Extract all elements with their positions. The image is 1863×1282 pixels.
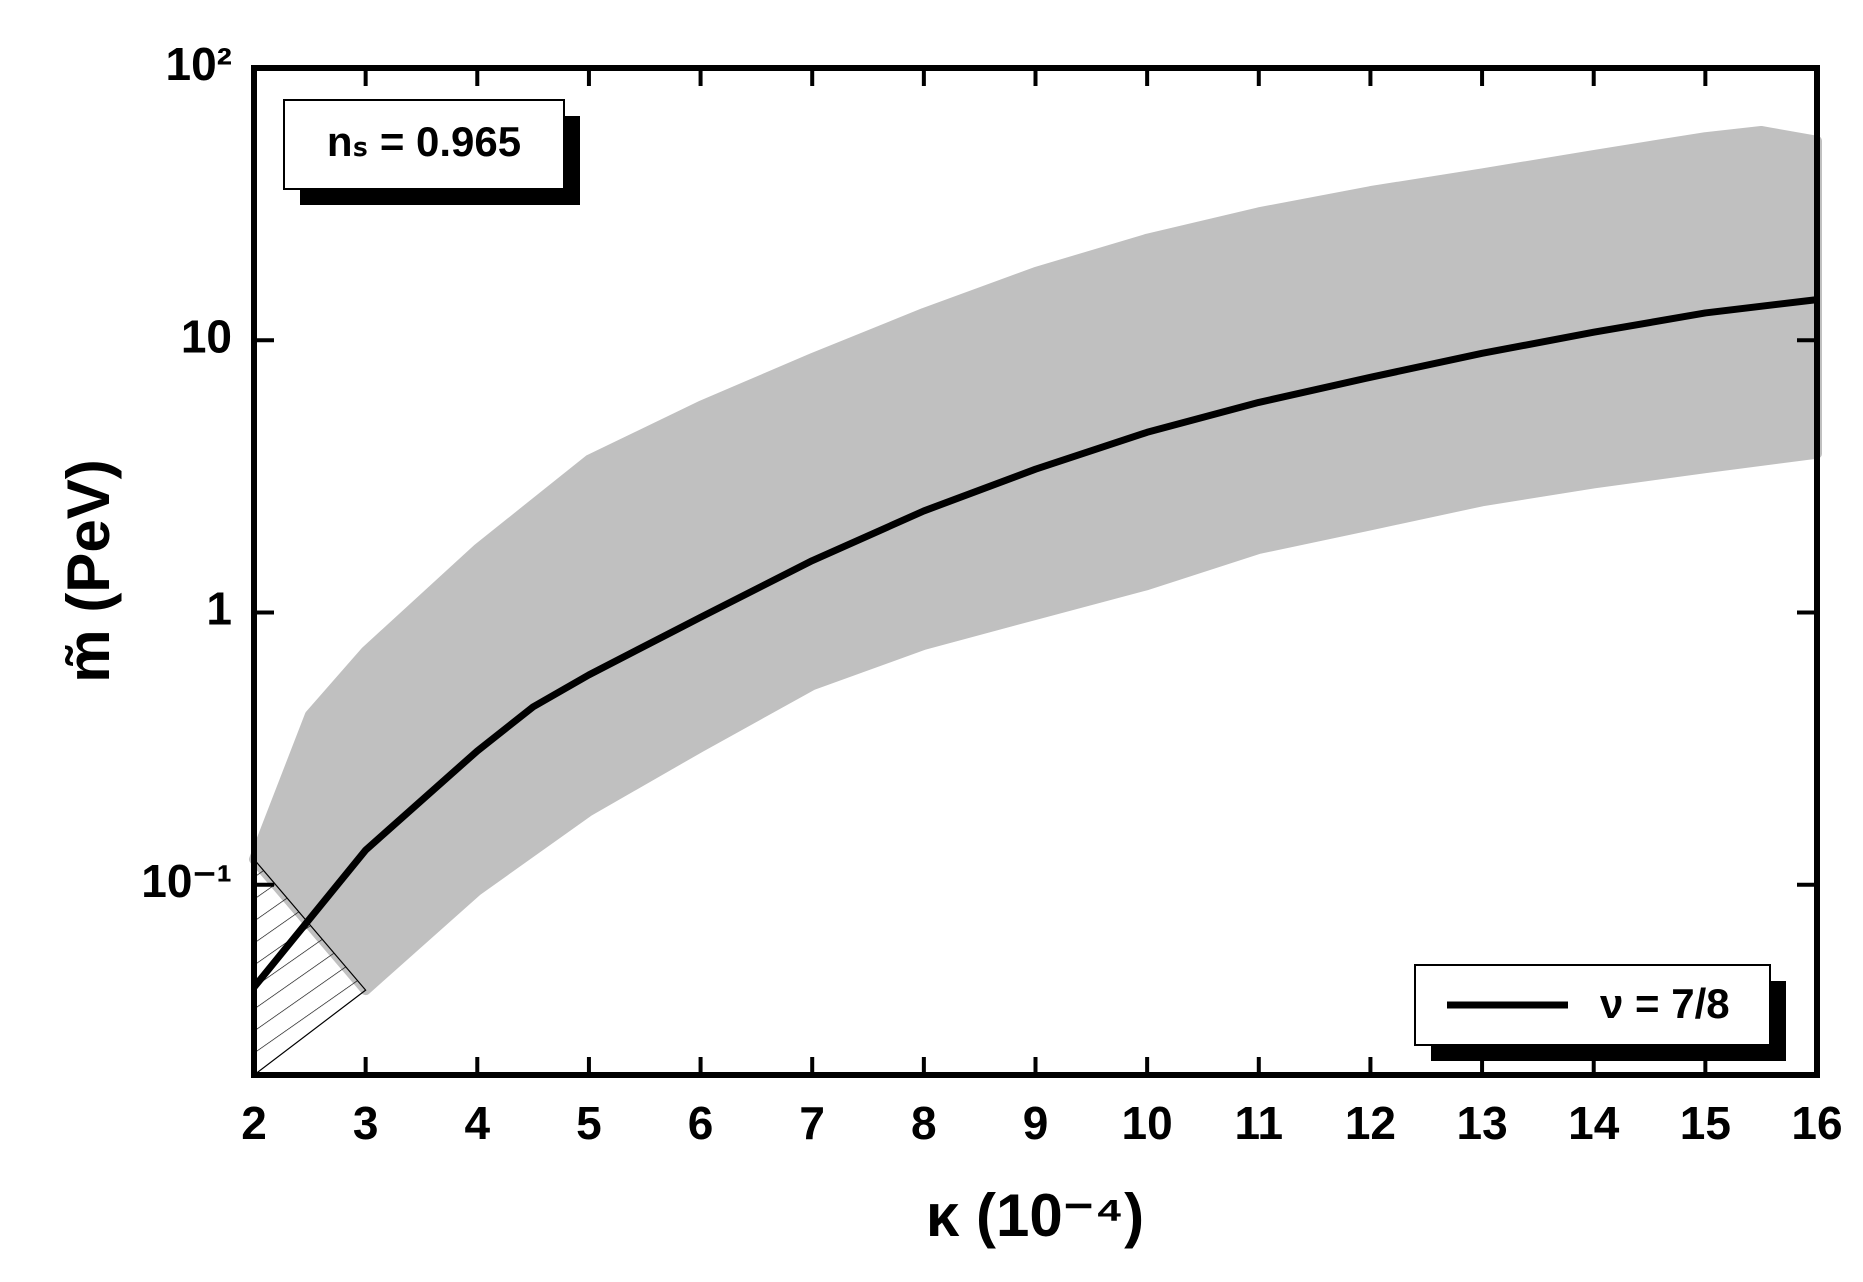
x-tick-label: 4 <box>464 1097 490 1149</box>
x-tick-label: 16 <box>1791 1097 1842 1149</box>
y-axis-label: m̃ (PeV) <box>55 459 122 682</box>
x-tick-label: 5 <box>576 1097 602 1149</box>
y-tick-label: 10⁻¹ <box>141 855 232 907</box>
x-tick-label: 11 <box>1234 1097 1283 1149</box>
y-tick-label: 1 <box>206 583 232 635</box>
y-tick-label: 10² <box>166 38 232 90</box>
plot-area <box>249 125 1822 1077</box>
annotation: nₛ = 0.965 <box>327 118 521 165</box>
x-tick-label: 7 <box>799 1097 825 1149</box>
x-tick-label: 10 <box>1122 1097 1173 1149</box>
band <box>249 125 1822 996</box>
annotation-box <box>283 99 565 190</box>
x-tick-label: 14 <box>1568 1097 1620 1149</box>
legend-label: ν = 7/8 <box>1600 980 1730 1027</box>
x-tick-label: 8 <box>911 1097 937 1149</box>
y-tick-label: 10 <box>181 310 232 362</box>
x-tick-label: 9 <box>1023 1097 1049 1149</box>
x-tick-label: 6 <box>688 1097 714 1149</box>
x-tick-label: 13 <box>1456 1097 1507 1149</box>
x-tick-label: 12 <box>1345 1097 1396 1149</box>
x-tick-label: 2 <box>241 1097 267 1149</box>
x-tick-label: 3 <box>353 1097 379 1149</box>
x-tick-label: 15 <box>1680 1097 1731 1149</box>
line <box>251 296 1818 990</box>
x-axis-label: κ (10⁻⁴) <box>926 1182 1144 1249</box>
